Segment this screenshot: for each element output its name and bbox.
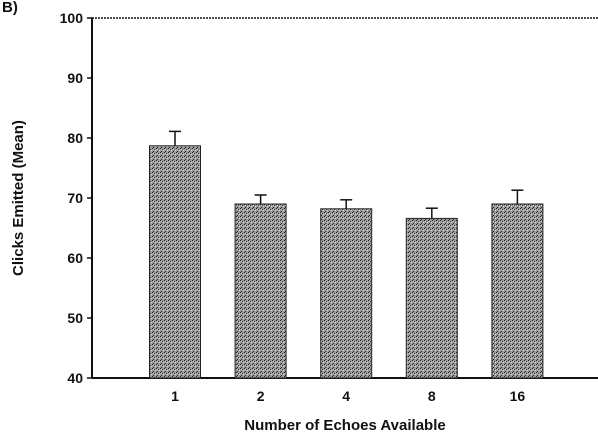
- y-tick-label: 40: [67, 370, 83, 386]
- y-tick-label: 50: [67, 310, 83, 326]
- bar: [320, 208, 373, 379]
- bar: [491, 203, 544, 379]
- y-tick-label: 60: [67, 250, 83, 266]
- bar: [234, 203, 287, 379]
- y-tick-label: 80: [67, 130, 83, 146]
- y-tick-label: 90: [67, 70, 83, 86]
- x-axis-title: Number of Echoes Available: [244, 417, 445, 434]
- y-axis-ticks: 40 50 60 70 80 90 100: [60, 10, 92, 386]
- y-axis-title: Clicks Emitted (Mean): [10, 120, 27, 276]
- y-tick-label: 100: [60, 10, 84, 26]
- x-tick-label: 16: [510, 388, 526, 404]
- x-tick-label: 1: [171, 388, 179, 404]
- bar: [149, 145, 201, 379]
- x-tick-label: 8: [428, 388, 436, 404]
- bars: [149, 130, 544, 379]
- y-tick-label: 70: [67, 190, 83, 206]
- x-tick-label: 4: [342, 388, 350, 404]
- panel-label: B): [2, 0, 18, 16]
- bar: [405, 217, 458, 379]
- x-tick-label: 2: [257, 388, 265, 404]
- x-axis-ticks: 1 2 4 8 16: [171, 388, 525, 404]
